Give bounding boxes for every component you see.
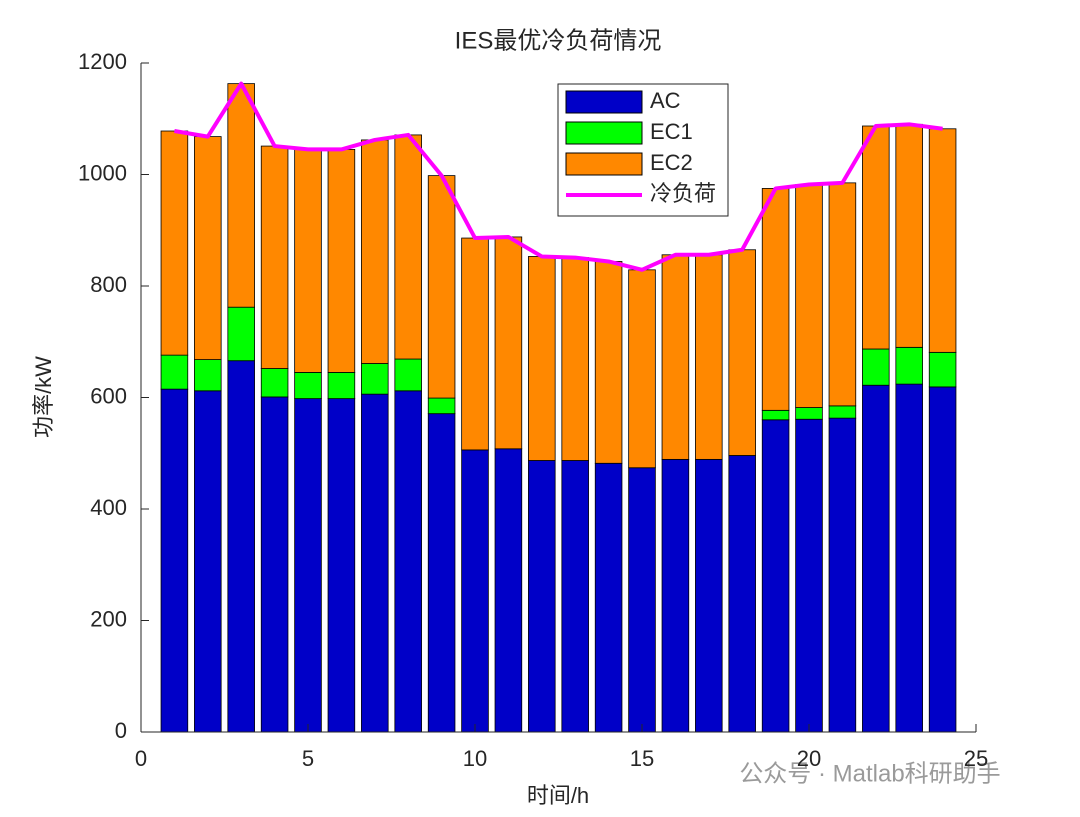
bar-segment [761,419,790,733]
bar-segment [661,458,690,733]
bar-segment [294,398,322,733]
bar-segment [227,83,255,308]
bar-segment [528,256,556,461]
bar-segment [327,398,356,733]
bar-segment [294,149,322,373]
y-tick-label: 200 [90,606,127,631]
bar-segment [594,261,623,464]
x-tick-label: 15 [630,746,654,771]
bar-segment [828,182,857,407]
bar-segment [928,386,957,733]
bar-segment [628,269,656,469]
bar-segment [895,123,923,348]
legend-label: 冷负荷 [650,181,716,206]
bar-segment [227,306,255,362]
bar-segment [327,372,356,400]
bar-segment [928,351,957,388]
y-tick-label: 800 [90,272,127,297]
bar-segment [828,405,857,419]
bar-segment [628,467,656,733]
x-tick-label: 20 [797,746,821,771]
bar-segment [862,348,890,386]
bar-segment [795,184,823,408]
bar-segment [761,188,790,411]
bar-segment [260,145,289,369]
bar-segment [194,136,222,360]
bar-segment [828,417,857,733]
y-tick-label: 1200 [78,49,127,74]
bar-segment [260,368,289,398]
bar-segment [160,130,189,356]
x-tick-label: 25 [964,746,988,771]
bar-segment [427,175,456,399]
bar-segment [795,407,823,420]
bar-segment [795,418,823,733]
bar-segment [695,458,723,733]
legend-swatch [565,90,643,114]
bar-segment [394,134,422,360]
bar-segment [461,449,489,733]
bar-segment [761,409,790,421]
bar-segment [361,139,389,364]
x-tick-label: 5 [302,746,314,771]
bar-segment [227,360,255,733]
y-tick-label: 400 [90,495,127,520]
bar-segment [895,383,923,733]
bar-segment [160,388,189,733]
bar-segment [160,354,189,390]
bar-segment [394,390,422,733]
bar-segment [294,372,322,400]
legend-label: AC [650,88,681,113]
bar-segment [194,359,222,392]
x-tick-label: 0 [135,746,147,771]
bar-segment [661,254,690,460]
bar-segment [427,413,456,733]
bar-segment [695,254,723,460]
legend-swatch [565,152,643,176]
y-tick-label: 1000 [78,160,127,185]
bar-segment [561,257,589,461]
x-axis-label: 时间/h [527,783,589,808]
bar-segment [361,363,389,395]
bar-segment [260,396,289,733]
bar-segment [728,455,756,733]
bar-segment [728,249,756,456]
bar-segment [561,460,589,733]
bar-segment [327,149,356,373]
bar-segment [862,384,890,733]
load-line [174,81,943,272]
bar-segment [427,397,456,415]
chart-title: IES最优冷负荷情况 [455,27,662,54]
bar-segment [594,462,623,733]
y-axis-label: 功率/kW [31,356,56,438]
bar-segment [528,460,556,733]
bar-segment [494,448,523,733]
bar-segment [928,128,957,353]
bar-segment [461,237,489,451]
bar-segment [862,125,890,350]
bar-segment [194,390,222,733]
y-tick-label: 600 [90,383,127,408]
bar-segment [494,236,523,450]
legend-label: EC2 [650,150,693,175]
bar-segment [895,346,923,385]
y-tick-label: 0 [115,718,127,743]
x-tick-label: 10 [463,746,487,771]
legend-label: EC1 [650,119,693,144]
bar-segment [361,393,389,733]
watermark: 公众号 · Matlab科研助手 [739,760,1000,787]
legend-swatch [565,121,643,145]
bar-segment [394,358,422,392]
